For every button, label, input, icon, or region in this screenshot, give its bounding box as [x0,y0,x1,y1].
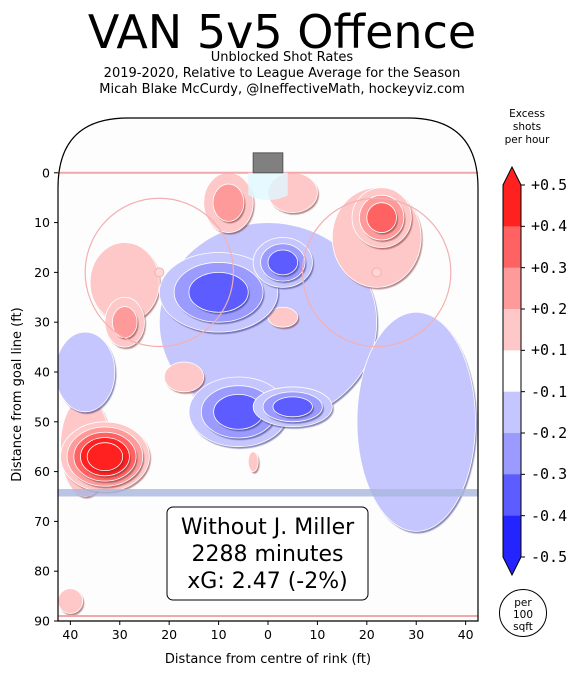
heat-region [163,361,205,393]
heat-region [267,249,299,276]
colorbar-label: -0.1 [531,382,568,401]
x-tick-label: 30 [408,627,424,642]
heat-region [212,183,245,222]
colorbar [502,165,525,577]
axes: 40 30 20 10 0 10 20 30 40 0 10 20 30 40 50 60 70 80 90 Dist… [10,165,478,667]
y-tick-label: 0 [42,165,50,180]
heat-region [188,271,249,313]
colorbar-segment [503,350,521,393]
heat-region [356,311,476,532]
annotation-xg: xG: 2.47 (-2%) [187,569,347,594]
faceoff-circle-left [84,197,235,348]
unit-line-3: sqft [513,621,533,633]
annotation-minutes: 2288 minutes [191,542,343,567]
unit-line-1: per [514,597,532,609]
colorbar-segment [503,309,521,351]
y-tick-label: 90 [34,614,50,629]
colorbar-segment [503,433,521,475]
x-tick-label: 30 [112,627,128,642]
y-tick-label: 50 [34,414,50,429]
unit-line-2: 100 [512,609,534,621]
colorbar-label: +0.5 [531,176,568,194]
rink-boards [57,117,479,622]
blue-line [58,489,478,497]
heat-region [366,202,397,233]
x-tick-label: 40 [458,627,474,642]
colorbar-label: -0.5 [531,548,568,566]
heat-region [86,442,124,471]
y-tick-label: 80 [34,564,50,579]
colorbar-title-line-2: shots [512,121,542,133]
heat-region [247,451,259,472]
colorbar-segment [503,185,521,227]
colorbar-segment [503,267,521,310]
faceoff-circle-right [301,197,452,348]
colorbar-segment [503,515,521,558]
heat-regions [58,172,478,616]
x-tick-label: 10 [309,627,325,642]
heat-region [58,588,84,614]
y-tick-label: 40 [34,364,50,379]
y-axis-label: Distance from goal line (ft) [10,307,25,481]
x-tick-label: 20 [359,627,375,642]
annotation-box: Without J. Miller 2288 minutes xG: 2.47 … [166,506,369,601]
rink-markings [57,117,479,622]
unit-circle: per 100 sqft [499,589,547,637]
heat-region [272,396,313,418]
subtitle-line-3: Micah Blake McCurdy, @IneffectiveMath, h… [99,82,465,97]
subtitle-line-2: 2019-2020, Relative to League Average fo… [103,66,461,81]
colorbar-label: +0.1 [531,341,568,360]
x-axis-label: Distance from centre of rink (ft) [165,652,371,667]
x-tick-label: 20 [161,627,177,642]
faceoff-dot-left [154,267,165,278]
colorbar-title-line-1: Excess [509,108,545,120]
x-tick-label: 40 [62,627,78,642]
colorbar-label: +0.4 [531,217,568,236]
colorbar-segment [503,474,521,517]
colorbar-top-arrow [503,167,521,185]
faceoff-dot-right [371,267,382,278]
colorbar-label: +0.2 [531,300,568,318]
annotation-player: Without J. Miller [181,515,355,540]
y-tick-label: 20 [34,265,50,280]
colorbar-title: Excess shots per hour [497,108,557,147]
goal-net [252,152,284,174]
colorbar-label: -0.2 [531,424,568,442]
colorbar-segment [503,226,521,269]
goal-crease [248,172,288,201]
subtitle-line-1: Unblocked Shot Rates [210,50,354,65]
colorbar-label: +0.3 [531,258,568,277]
colorbar-label: -0.4 [531,506,568,525]
x-tick-label: 0 [264,627,272,642]
colorbar-segment [503,391,521,434]
y-tick-label: 30 [34,315,50,330]
colorbar-bottom-arrow [503,557,521,575]
colorbar-label: -0.3 [531,465,568,484]
heat-region [58,331,116,413]
x-tick-label: 10 [211,627,227,642]
chart-title: VAN 5v5 Offence [87,5,477,59]
y-tick-label: 10 [34,215,50,230]
colorbar-title-line-3: per hour [504,134,550,146]
y-tick-label: 70 [34,514,50,529]
y-tick-label: 60 [34,464,50,479]
